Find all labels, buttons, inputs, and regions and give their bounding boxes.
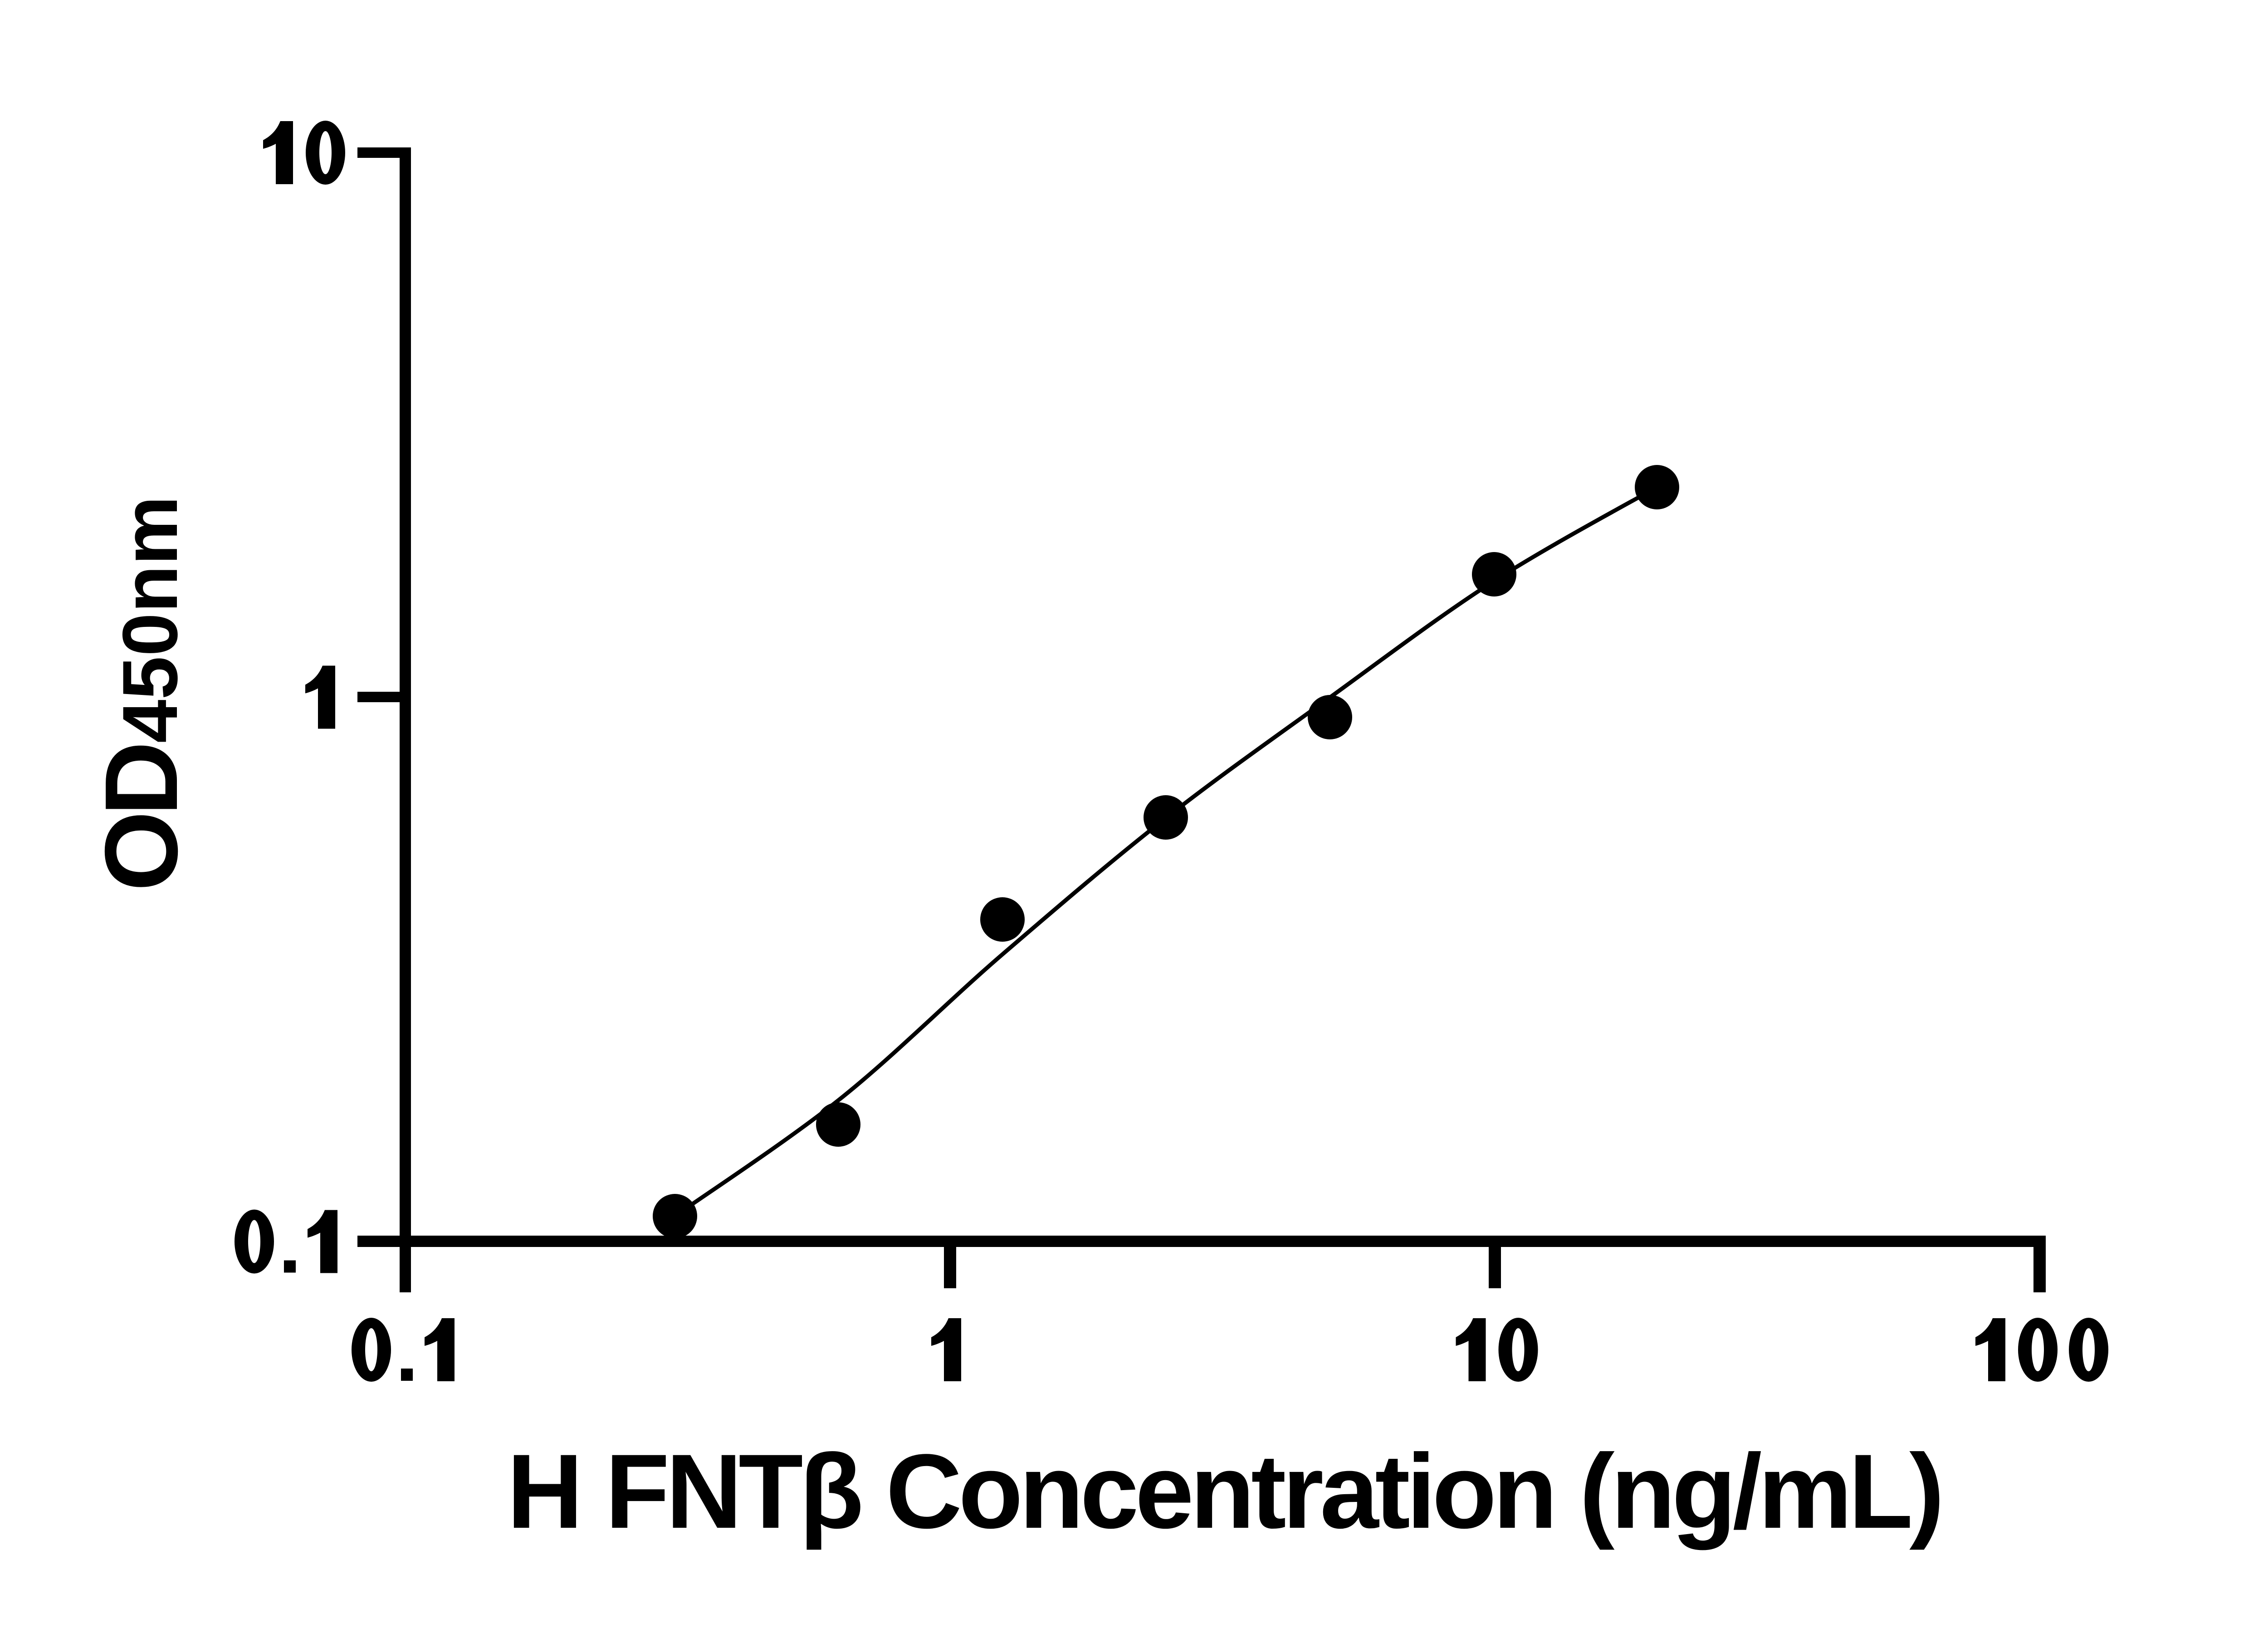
svg-text:OD450nm: OD450nm <box>84 496 199 891</box>
svg-text:H FNTβ Concentration (ng/mL): H FNTβ Concentration (ng/mL) <box>507 1433 1941 1550</box>
